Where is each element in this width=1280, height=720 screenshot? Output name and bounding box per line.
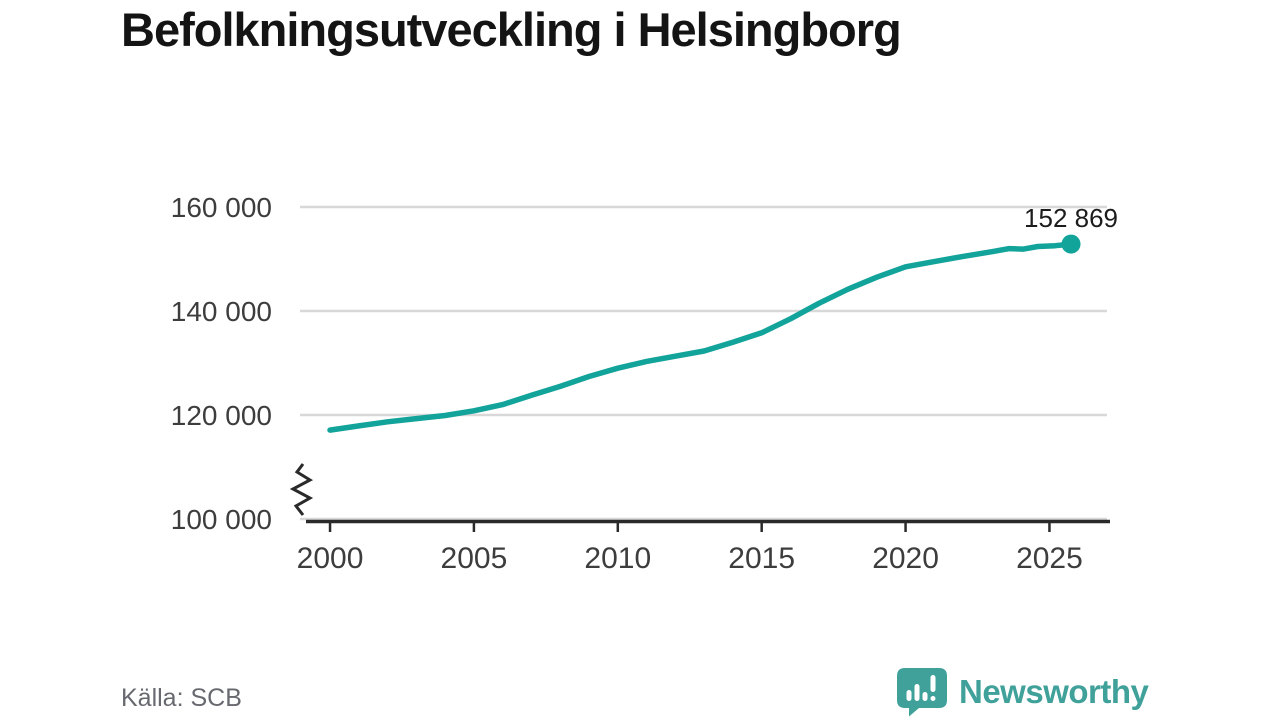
population-series-line bbox=[327, 241, 1074, 433]
x-tick-label: 2025 bbox=[1016, 542, 1083, 575]
y-tick-label: 120 000 bbox=[171, 400, 272, 431]
source-note: Källa: SCB bbox=[121, 684, 242, 712]
brand-name: Newsworthy bbox=[959, 673, 1149, 710]
x-axis-labels: 2000 2005 2010 2015 2020 2025 bbox=[297, 542, 1083, 575]
y-tick-label: 140 000 bbox=[171, 296, 272, 327]
x-axis bbox=[306, 519, 1110, 532]
endpoint-marker-dot bbox=[1061, 234, 1081, 254]
y-tick-label: 160 000 bbox=[171, 192, 272, 223]
x-tick-label: 2020 bbox=[872, 542, 939, 575]
endpoint-value-text: 152 869 bbox=[1024, 203, 1118, 233]
newsworthy-logo-icon bbox=[897, 668, 947, 717]
endpoint-dot bbox=[1061, 234, 1081, 254]
series-line bbox=[327, 241, 1074, 433]
x-tick-label: 2005 bbox=[441, 542, 508, 575]
brand-lockup: Newsworthy bbox=[896, 667, 1149, 717]
endpoint-value-label: 152 869 bbox=[1024, 203, 1118, 233]
axis-break-zigzag bbox=[289, 463, 314, 516]
axis-break-icon bbox=[289, 463, 314, 516]
x-tick-label: 2010 bbox=[584, 542, 651, 575]
y-axis-labels: 100 000 120 000 140 000 160 000 bbox=[171, 192, 272, 535]
chart-title: Befolkningsutveckling i Helsingborg bbox=[121, 3, 902, 56]
x-tick-label: 2015 bbox=[728, 542, 795, 575]
x-tick-label: 2000 bbox=[297, 542, 364, 575]
y-tick-label: 100 000 bbox=[171, 504, 272, 535]
